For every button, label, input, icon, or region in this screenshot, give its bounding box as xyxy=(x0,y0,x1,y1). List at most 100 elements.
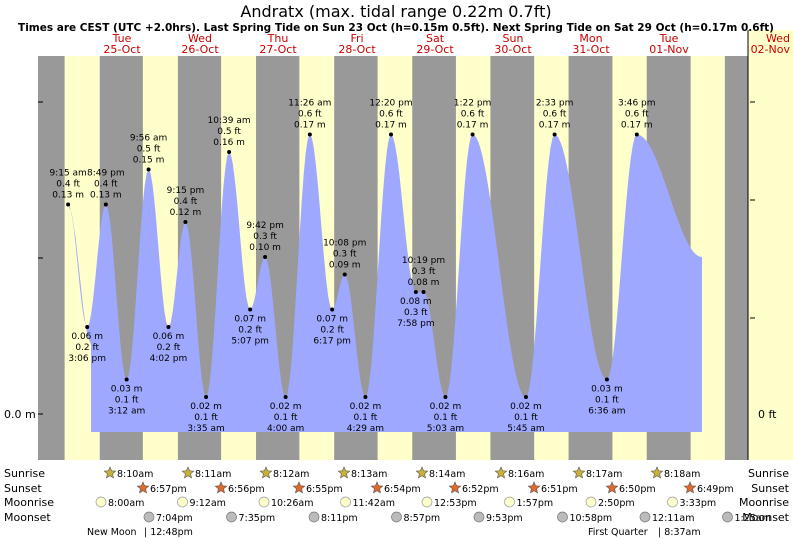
tide-m-label: 0.02 m xyxy=(190,402,222,412)
tide-m-label: 0.17 m xyxy=(539,121,571,131)
tide-point xyxy=(248,307,253,312)
tide-time-label: 6:36 am xyxy=(588,407,625,417)
tide-point xyxy=(204,395,209,399)
sunset-time: 6:52pm xyxy=(462,484,499,495)
moonrise-time: 8:00am xyxy=(108,498,144,509)
tide-ft-label: 0.3 ft xyxy=(404,308,428,318)
tide-time-label: 7:58 pm xyxy=(397,319,435,329)
sunrise-icon xyxy=(337,466,351,479)
tide-point xyxy=(413,290,418,294)
moonrise-icon xyxy=(340,496,351,508)
day-name: Tue xyxy=(112,32,132,45)
row-label-left: Sunrise xyxy=(4,467,45,480)
tide-point xyxy=(166,325,171,329)
day-date: 29-Oct xyxy=(416,43,454,56)
day-name: Wed xyxy=(766,32,790,45)
day-name: Fri xyxy=(350,32,363,45)
tide-point xyxy=(103,202,108,207)
tide-ft-label: 0.1 ft xyxy=(274,413,298,423)
tide-m-label: 0.08 m xyxy=(408,278,440,288)
day-name: Tue xyxy=(659,32,679,45)
moonset-time: 10:58pm xyxy=(570,513,613,524)
tide-m-label: 0.02 m xyxy=(510,402,542,412)
sunrise-icon xyxy=(572,466,586,479)
tide-point xyxy=(388,132,393,137)
moonset-time: 9:53pm xyxy=(486,513,523,524)
tide-point xyxy=(523,395,528,399)
tide-m-label: 0.17 m xyxy=(621,121,653,131)
tide-point xyxy=(263,255,268,259)
tide-m-label: 0.07 m xyxy=(234,315,266,325)
tide-m-label: 0.17 m xyxy=(457,121,489,131)
day-date: 25-Oct xyxy=(103,43,141,56)
moonrise-time: 2:50pm xyxy=(598,498,635,509)
tide-m-label: 0.09 m xyxy=(329,261,361,271)
tide-ft-label: 0.1 ft xyxy=(514,413,538,423)
tide-ft-label: 0.6 ft xyxy=(461,110,485,120)
moon-phase-time: | 12:48pm xyxy=(144,527,193,538)
moonset-time: 12:11am xyxy=(652,513,694,524)
row-label-left: Moonrise xyxy=(4,496,54,509)
tide-time-label: 3:06 pm xyxy=(68,354,106,364)
tide-ft-label: 0.3 ft xyxy=(333,250,357,260)
tide-time-label: 3:12 am xyxy=(108,407,145,417)
tide-point xyxy=(146,167,151,172)
tide-time-label: 4:29 am xyxy=(347,424,384,434)
moonrise-time: 1:57pm xyxy=(517,498,554,509)
moonrise-icon xyxy=(585,496,597,508)
sunrise-time: 8:12am xyxy=(273,469,309,480)
tide-m-label: 0.17 m xyxy=(375,121,407,131)
day-date: 28-Oct xyxy=(338,43,376,56)
tide-m-label: 0.13 m xyxy=(90,191,122,201)
sunrise-icon xyxy=(415,466,429,479)
sunset-icon xyxy=(136,481,150,494)
tide-point xyxy=(124,377,129,382)
moonrise-icon xyxy=(421,496,433,508)
moonrise-icon xyxy=(504,496,515,508)
tide-ft-label: 0.6 ft xyxy=(298,110,322,120)
day-date: 01-Nov xyxy=(649,43,689,56)
moon-phase-time: | 8:37am xyxy=(658,527,701,538)
day-name: Mon xyxy=(579,32,602,45)
moonset-icon xyxy=(391,511,402,523)
tide-ft-label: 0.5 ft xyxy=(217,127,241,137)
moonset-icon xyxy=(473,511,485,523)
tide-time-label: 3:35 am xyxy=(187,424,224,434)
tide-time-label: 2:33 pm xyxy=(536,99,574,109)
tide-m-label: 0.16 m xyxy=(213,138,245,148)
row-label-right: Moonset xyxy=(742,511,789,524)
tide-time-label: 9:42 pm xyxy=(246,221,284,231)
sunset-time: 6:55pm xyxy=(306,484,343,495)
row-label-left: Sunset xyxy=(4,482,42,495)
tide-point xyxy=(307,132,312,137)
sunset-icon xyxy=(370,481,384,494)
tide-time-label: 9:15 am xyxy=(49,169,86,179)
tide-ft-label: 0.2 ft xyxy=(157,343,181,353)
tide-time-label: 9:56 am xyxy=(130,134,167,144)
tide-point xyxy=(443,395,448,399)
sunrise-time: 8:10am xyxy=(117,469,153,480)
sunrise-time: 8:11am xyxy=(195,469,231,480)
tide-m-label: 0.03 m xyxy=(111,385,143,395)
sunset-icon xyxy=(605,481,619,494)
sunset-icon xyxy=(527,481,541,494)
moonset-time: 7:04pm xyxy=(156,513,193,524)
day-date: 30-Oct xyxy=(494,43,532,56)
sunrise-time: 8:14am xyxy=(429,469,465,480)
sunset-icon xyxy=(448,481,462,494)
tide-point xyxy=(85,325,90,329)
tide-ft-label: 0.5 ft xyxy=(137,145,161,155)
tide-m-label: 0.06 m xyxy=(71,332,103,342)
axis-layer: Andratx (max. tidal range 0.22m 0.7ft) T… xyxy=(4,2,777,421)
sunset-time: 6:56pm xyxy=(228,484,265,495)
sunset-time: 6:51pm xyxy=(541,484,578,495)
moonset-time: 1:25am xyxy=(735,513,771,524)
sunset-time: 6:54pm xyxy=(384,484,421,495)
moonset-time: 8:11pm xyxy=(321,513,358,524)
moon-phase-label: New Moon xyxy=(87,527,137,538)
tide-time-label: 10:08 pm xyxy=(323,239,366,249)
day-date: 27-Oct xyxy=(259,43,297,56)
